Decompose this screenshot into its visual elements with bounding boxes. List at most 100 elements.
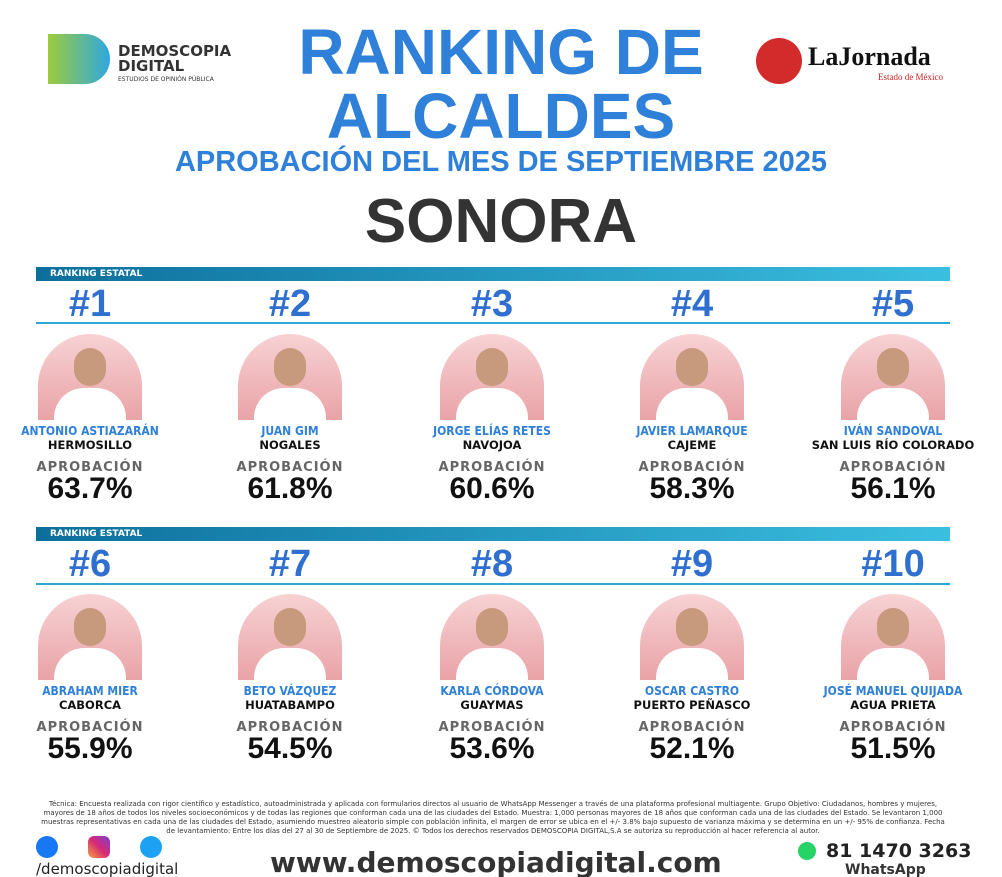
jornada-icon — [756, 38, 802, 84]
candidate-photo — [841, 594, 945, 680]
approval-label: APROBACIÓN — [236, 460, 344, 475]
approval-value: 51.5% — [850, 732, 936, 765]
rank: #9 — [670, 543, 714, 585]
state: SONORA — [364, 187, 638, 256]
approval-value: 60.6% — [449, 472, 535, 505]
phone: 81 1470 3263 — [826, 840, 972, 862]
rank: #4 — [670, 283, 714, 325]
photo-head — [877, 348, 909, 386]
candidate-photo — [640, 334, 744, 420]
logo-name: DEMOSCOPIA DIGITAL — [118, 42, 232, 75]
candidate-name: JORGE ELÍAS RETES — [433, 424, 551, 438]
candidate-name: JAVIER LAMARQUE — [636, 424, 748, 438]
candidate-name: KARLA CÓRDOVA — [440, 684, 544, 698]
photo-head — [877, 608, 909, 646]
approval-label: APROBACIÓN — [438, 460, 546, 475]
rank: #6 — [68, 543, 112, 585]
rule — [36, 322, 950, 324]
candidate-photo — [440, 594, 544, 680]
city: AGUA PRIETA — [850, 698, 936, 712]
candidate-name: JUAN GIM — [261, 424, 319, 438]
photo-body — [54, 388, 126, 420]
approval-value: 55.9% — [47, 732, 133, 765]
approval-value: 61.8% — [247, 472, 333, 505]
city: GUAYMAS — [460, 698, 524, 712]
candidate-card: #6 ABRAHAM MIER CABORCA APROBACIÓN 55.9% — [0, 543, 190, 765]
candidate-card: #2 JUAN GIM NOGALES APROBACIÓN 61.8% — [190, 283, 390, 505]
photo-head — [74, 608, 106, 646]
city: CAJEME — [667, 438, 717, 452]
technical-note: Técnica: Encuesta realizada con rigor ci… — [41, 800, 945, 835]
subtitle: APROBACIÓN DEL MES DE SEPTIEMBRE 2025 — [174, 146, 828, 178]
social-handle: /demoscopiadigital — [36, 860, 179, 877]
photo-body — [254, 388, 326, 420]
photo-body — [656, 648, 728, 680]
photo-head — [274, 348, 306, 386]
approval-label: APROBACIÓN — [638, 720, 746, 735]
whatsapp-label: WhatsApp — [845, 862, 926, 877]
section-band: RANKING ESTATAL — [36, 267, 950, 281]
approval-value: 58.3% — [649, 472, 735, 505]
rank: #10 — [861, 543, 925, 585]
facebook-icon[interactable] — [36, 836, 58, 858]
photo-body — [456, 388, 528, 420]
candidate-photo — [640, 594, 744, 680]
city: NOGALES — [259, 438, 321, 452]
photo-body — [54, 648, 126, 680]
title-line2: ALCALDES — [326, 80, 676, 152]
rank: #2 — [268, 283, 312, 325]
city: HUATABAMPO — [245, 698, 335, 712]
jornada-name: LaJornada — [808, 42, 931, 71]
photo-head — [274, 608, 306, 646]
logo-tagline: ESTUDIOS DE OPINIÓN PÚBLICA — [118, 76, 214, 83]
photo-head — [476, 348, 508, 386]
candidate-card: #1 ANTONIO ASTIAZARÁN HERMOSILLO APROBACIÓN… — [0, 283, 190, 505]
approval-label: APROBACIÓN — [638, 460, 746, 475]
approval-value: 63.7% — [47, 472, 133, 505]
candidate-card: #8 KARLA CÓRDOVA GUAYMAS APROBACIÓN 53.6% — [392, 543, 592, 765]
approval-value: 52.1% — [649, 732, 735, 765]
logo-icon — [48, 34, 110, 84]
candidate-photo — [440, 334, 544, 420]
approval-label: APROBACIÓN — [36, 720, 144, 735]
approval-value: 53.6% — [449, 732, 535, 765]
whatsapp-icon — [798, 842, 816, 860]
city: SAN LUIS RÍO COLORADO — [811, 438, 975, 452]
instagram-icon[interactable] — [88, 836, 110, 858]
rank: #1 — [68, 283, 112, 325]
city: HERMOSILLO — [47, 438, 133, 452]
approval-value: 56.1% — [850, 472, 936, 505]
title-line1: RANKING DE — [298, 16, 704, 88]
photo-body — [857, 648, 929, 680]
photo-head — [676, 348, 708, 386]
photo-body — [456, 648, 528, 680]
photo-body — [857, 388, 929, 420]
candidate-photo — [38, 594, 142, 680]
rank: #5 — [871, 283, 915, 325]
photo-head — [676, 608, 708, 646]
city: NAVOJOA — [462, 438, 522, 452]
candidate-photo — [841, 334, 945, 420]
candidate-card: #4 JAVIER LAMARQUE CAJEME APROBACIÓN 58.3% — [592, 283, 792, 505]
photo-body — [254, 648, 326, 680]
rank: #3 — [470, 283, 514, 325]
candidate-name: IVÁN SANDOVAL — [843, 424, 943, 438]
approval-label: APROBACIÓN — [438, 720, 546, 735]
candidate-photo — [38, 334, 142, 420]
approval-label: APROBACIÓN — [36, 460, 144, 475]
candidate-card: #7 BETO VÁZQUEZ HUATABAMPO APROBACIÓN 54.5% — [190, 543, 390, 764]
twitter-icon[interactable] — [140, 836, 162, 858]
candidate-name: BETO VÁZQUEZ — [243, 684, 337, 698]
photo-body — [656, 388, 728, 420]
rank: #7 — [268, 543, 312, 585]
candidate-photo — [238, 594, 342, 680]
candidate-card: #9 OSCAR CASTRO PUERTO PEÑASCO APROBACIÓN 52… — [592, 543, 792, 765]
rank: #8 — [470, 543, 514, 585]
website[interactable]: www.demoscopiadigital.com — [270, 846, 722, 877]
candidate-name: ANTONIO ASTIAZARÁN — [21, 424, 159, 438]
approval-label: APROBACIÓN — [236, 720, 344, 735]
jornada-tagline: Estado de México — [878, 72, 943, 82]
rule — [36, 583, 950, 585]
city: CABORCA — [58, 698, 122, 712]
